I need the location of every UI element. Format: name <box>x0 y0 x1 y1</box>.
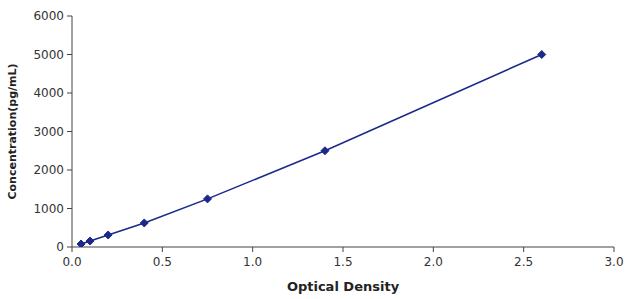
y-tick-label: 6000 <box>33 9 64 23</box>
x-tick <box>614 247 615 252</box>
marker <box>104 231 112 239</box>
y-axis-label: Concentration(pg/mL) <box>6 63 19 199</box>
x-tick <box>252 247 253 252</box>
marker <box>321 147 329 155</box>
x-tick-label: 1.0 <box>243 255 262 269</box>
chart: 0.0 0.5 1.0 1.5 2.0 2.5 3.0 0 1000 2000 3000 4000 50… <box>0 0 632 299</box>
y-tick-label: 4000 <box>33 86 64 100</box>
y-tick-label: 3000 <box>33 125 64 139</box>
y-tick <box>67 93 72 94</box>
x-axis-label: Optical Density <box>287 279 400 294</box>
y-tick <box>67 247 72 248</box>
y-tick <box>67 54 72 55</box>
x-tick-label: 0.0 <box>62 255 81 269</box>
x-tick-label: 1.5 <box>333 255 352 269</box>
y-tick-label: 5000 <box>33 48 64 62</box>
marker <box>77 240 85 247</box>
x-tick-label: 0.5 <box>153 255 172 269</box>
marker <box>538 51 546 59</box>
x-tick-label: 2.0 <box>424 255 443 269</box>
x-tick <box>162 247 163 252</box>
y-tick-label: 1000 <box>33 202 64 216</box>
plot-area <box>77 51 546 248</box>
y-tick-label: 0 <box>56 240 64 254</box>
marker <box>204 195 212 203</box>
marker <box>86 237 94 245</box>
y-tick <box>67 170 72 171</box>
x-tick <box>72 247 73 252</box>
x-tick <box>343 247 344 252</box>
x-tick-label: 3.0 <box>604 255 623 269</box>
x-tick <box>433 247 434 252</box>
marker <box>140 219 148 227</box>
y-tick-label: 2000 <box>33 163 64 177</box>
y-tick <box>67 208 72 209</box>
line <box>81 55 542 244</box>
y-tick <box>67 16 72 17</box>
x-tick-label: 2.5 <box>514 255 533 269</box>
y-tick <box>67 131 72 132</box>
x-tick <box>523 247 524 252</box>
